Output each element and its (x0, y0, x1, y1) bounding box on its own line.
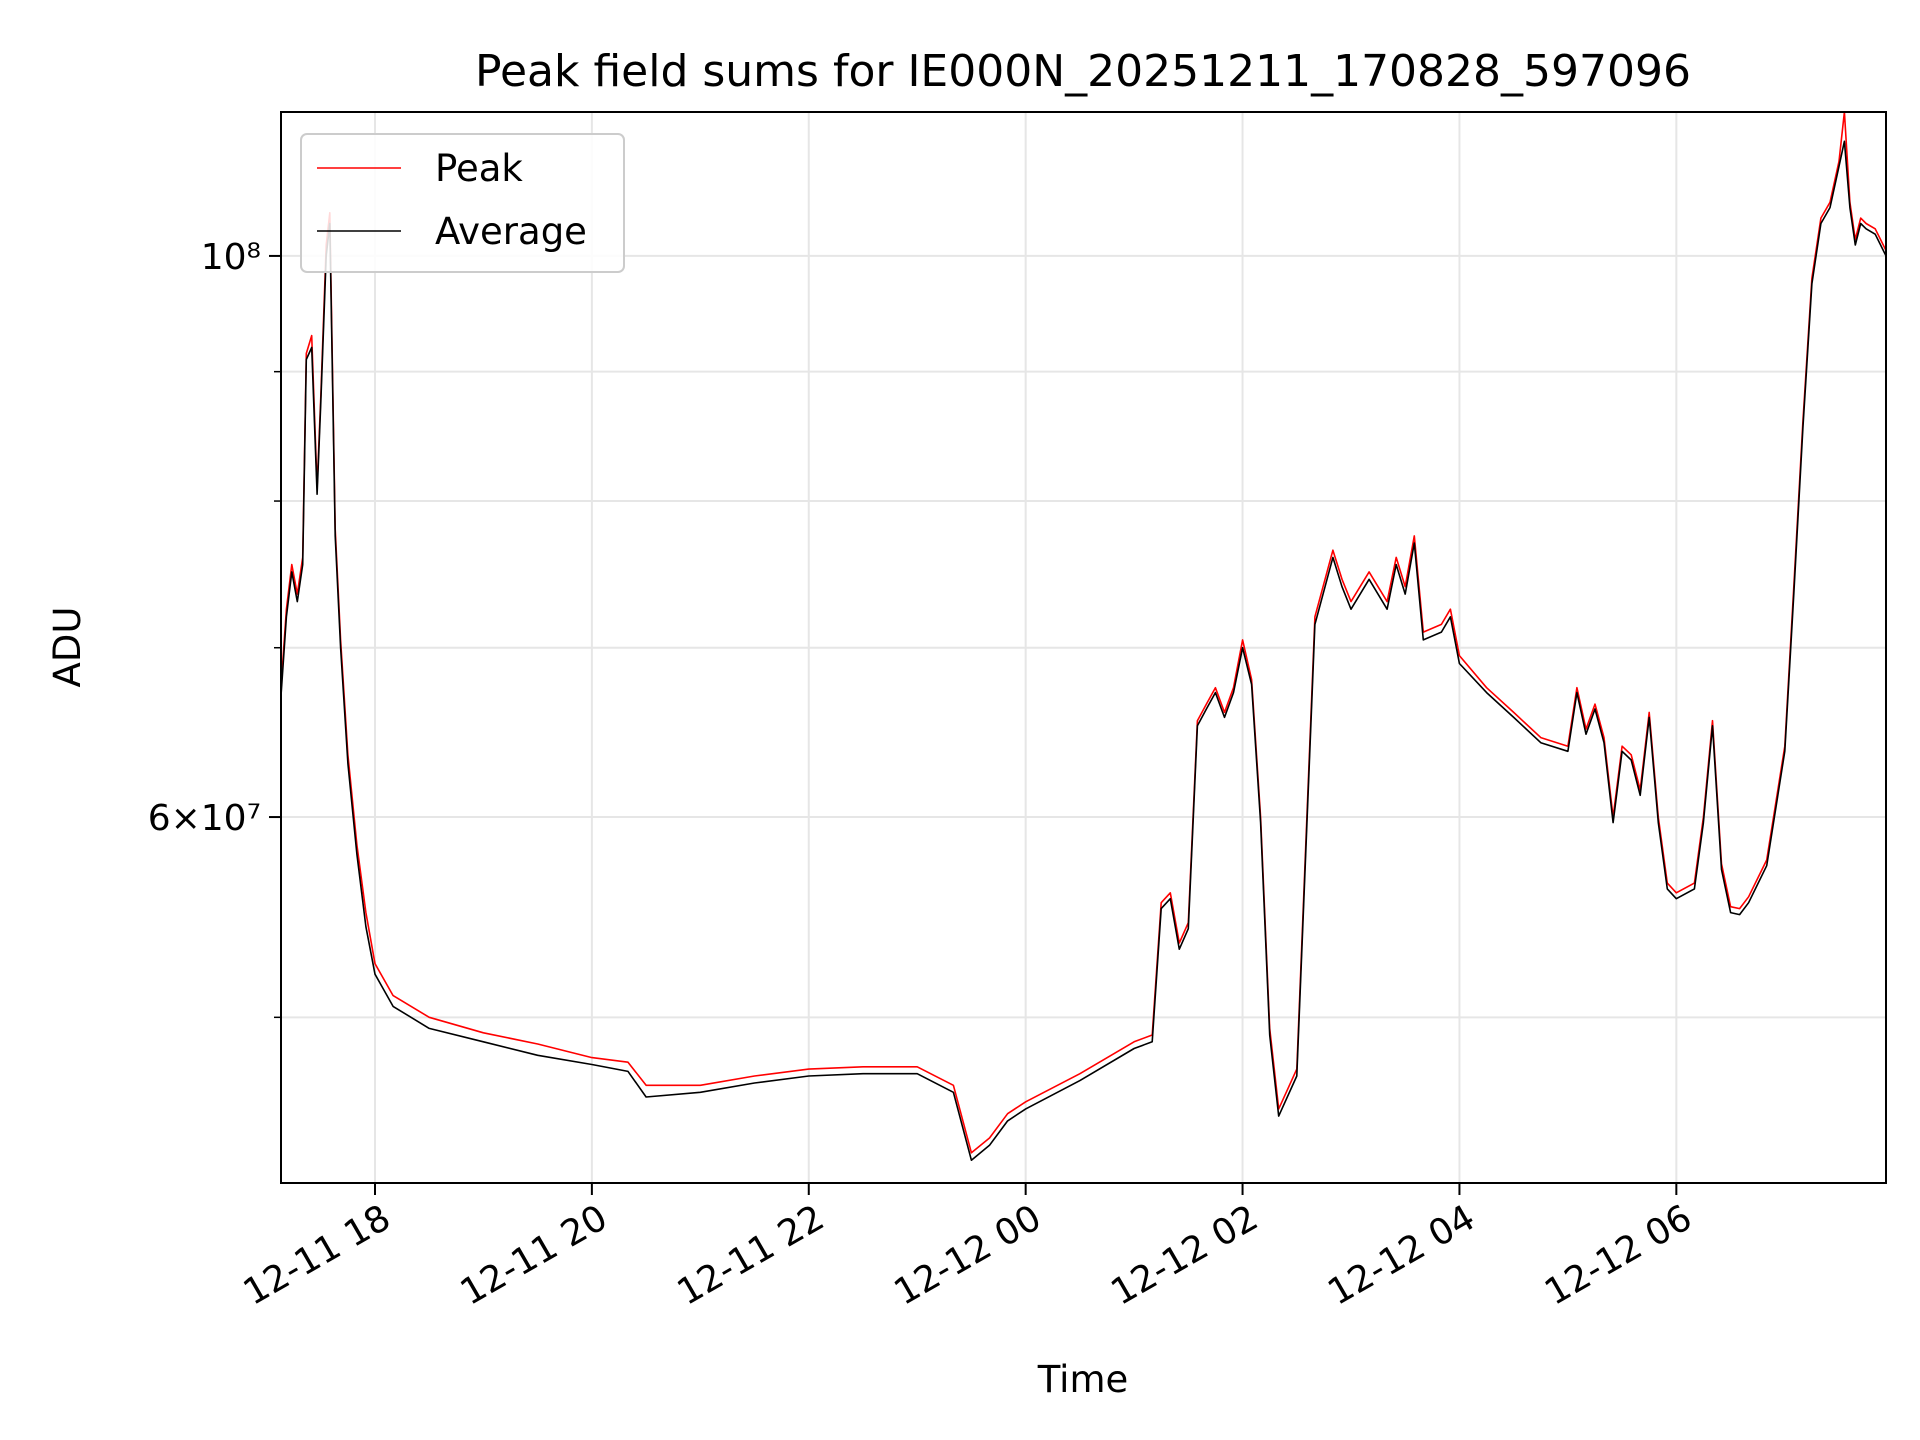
x-tick-label: 12-11 18 (237, 1197, 398, 1313)
chart-title: Peak field sums for IE000N_20251211_1708… (475, 46, 1691, 97)
x-axis-label: Time (1037, 1358, 1129, 1401)
x-tick-label: 12-12 02 (1104, 1197, 1265, 1313)
x-tick-label: 12-12 04 (1321, 1197, 1482, 1313)
legend: Peak Average (300, 133, 625, 273)
legend-label-average: Average (435, 210, 587, 253)
x-tick-label: 12-12 06 (1538, 1197, 1699, 1313)
y-tick-label: 10⁸ (201, 237, 261, 278)
x-tick-label: 12-11 22 (671, 1197, 832, 1313)
plot-lines (281, 112, 1886, 1161)
x-tick-label: 12-11 20 (454, 1197, 615, 1313)
x-tick-label: 12-12 00 (887, 1197, 1048, 1313)
y-tick-label: 6×10⁷ (148, 798, 261, 839)
legend-label-peak: Peak (435, 147, 523, 190)
series-line-average (281, 140, 1886, 1161)
y-axis-label: ADU (46, 607, 89, 688)
axes: 12-11 18 12-11 20 12-11 22 12-12 00 12-12 02… (148, 237, 1699, 1314)
